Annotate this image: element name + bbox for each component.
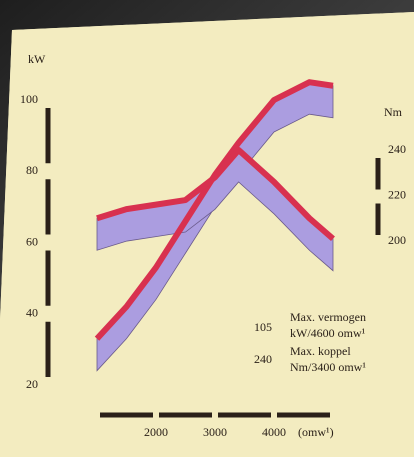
x-tick-label: 2000 <box>144 425 168 439</box>
x-axis-label: (omw¹) <box>298 425 334 439</box>
y2-tick-label: 200 <box>388 233 406 247</box>
y-tick-label: 40 <box>26 306 38 320</box>
annotation-value: 105 <box>254 320 272 334</box>
y2-tick-label: 240 <box>388 142 406 156</box>
paper-sheet <box>0 12 414 452</box>
y2-tick-label: 220 <box>388 187 406 201</box>
series-line <box>96 147 335 241</box>
y-tick-label: 60 <box>26 234 38 248</box>
y-axis-label: kW <box>28 52 46 66</box>
y-tick-label: 100 <box>20 92 38 106</box>
annotation-text: Max. vermogen <box>290 310 366 324</box>
annotation-2: 240 Max. koppel Nm/3400 omw¹ <box>254 344 366 374</box>
y2-axis-label: Nm <box>384 105 403 119</box>
annotation-value: 240 <box>254 352 272 366</box>
annotation-text: Nm/3400 omw¹ <box>290 360 366 374</box>
x-tick-label: 3000 <box>203 425 227 439</box>
y-tick-label: 80 <box>26 163 38 177</box>
annotation-text: Max. koppel <box>290 344 351 358</box>
x-tick-label: 4000 <box>262 425 286 439</box>
y-tick-label: 20 <box>26 377 38 391</box>
annotation-text: kW/4600 omw¹ <box>290 326 366 340</box>
annotation-1: 105 Max. vermogen kW/4600 omw¹ <box>254 310 366 340</box>
